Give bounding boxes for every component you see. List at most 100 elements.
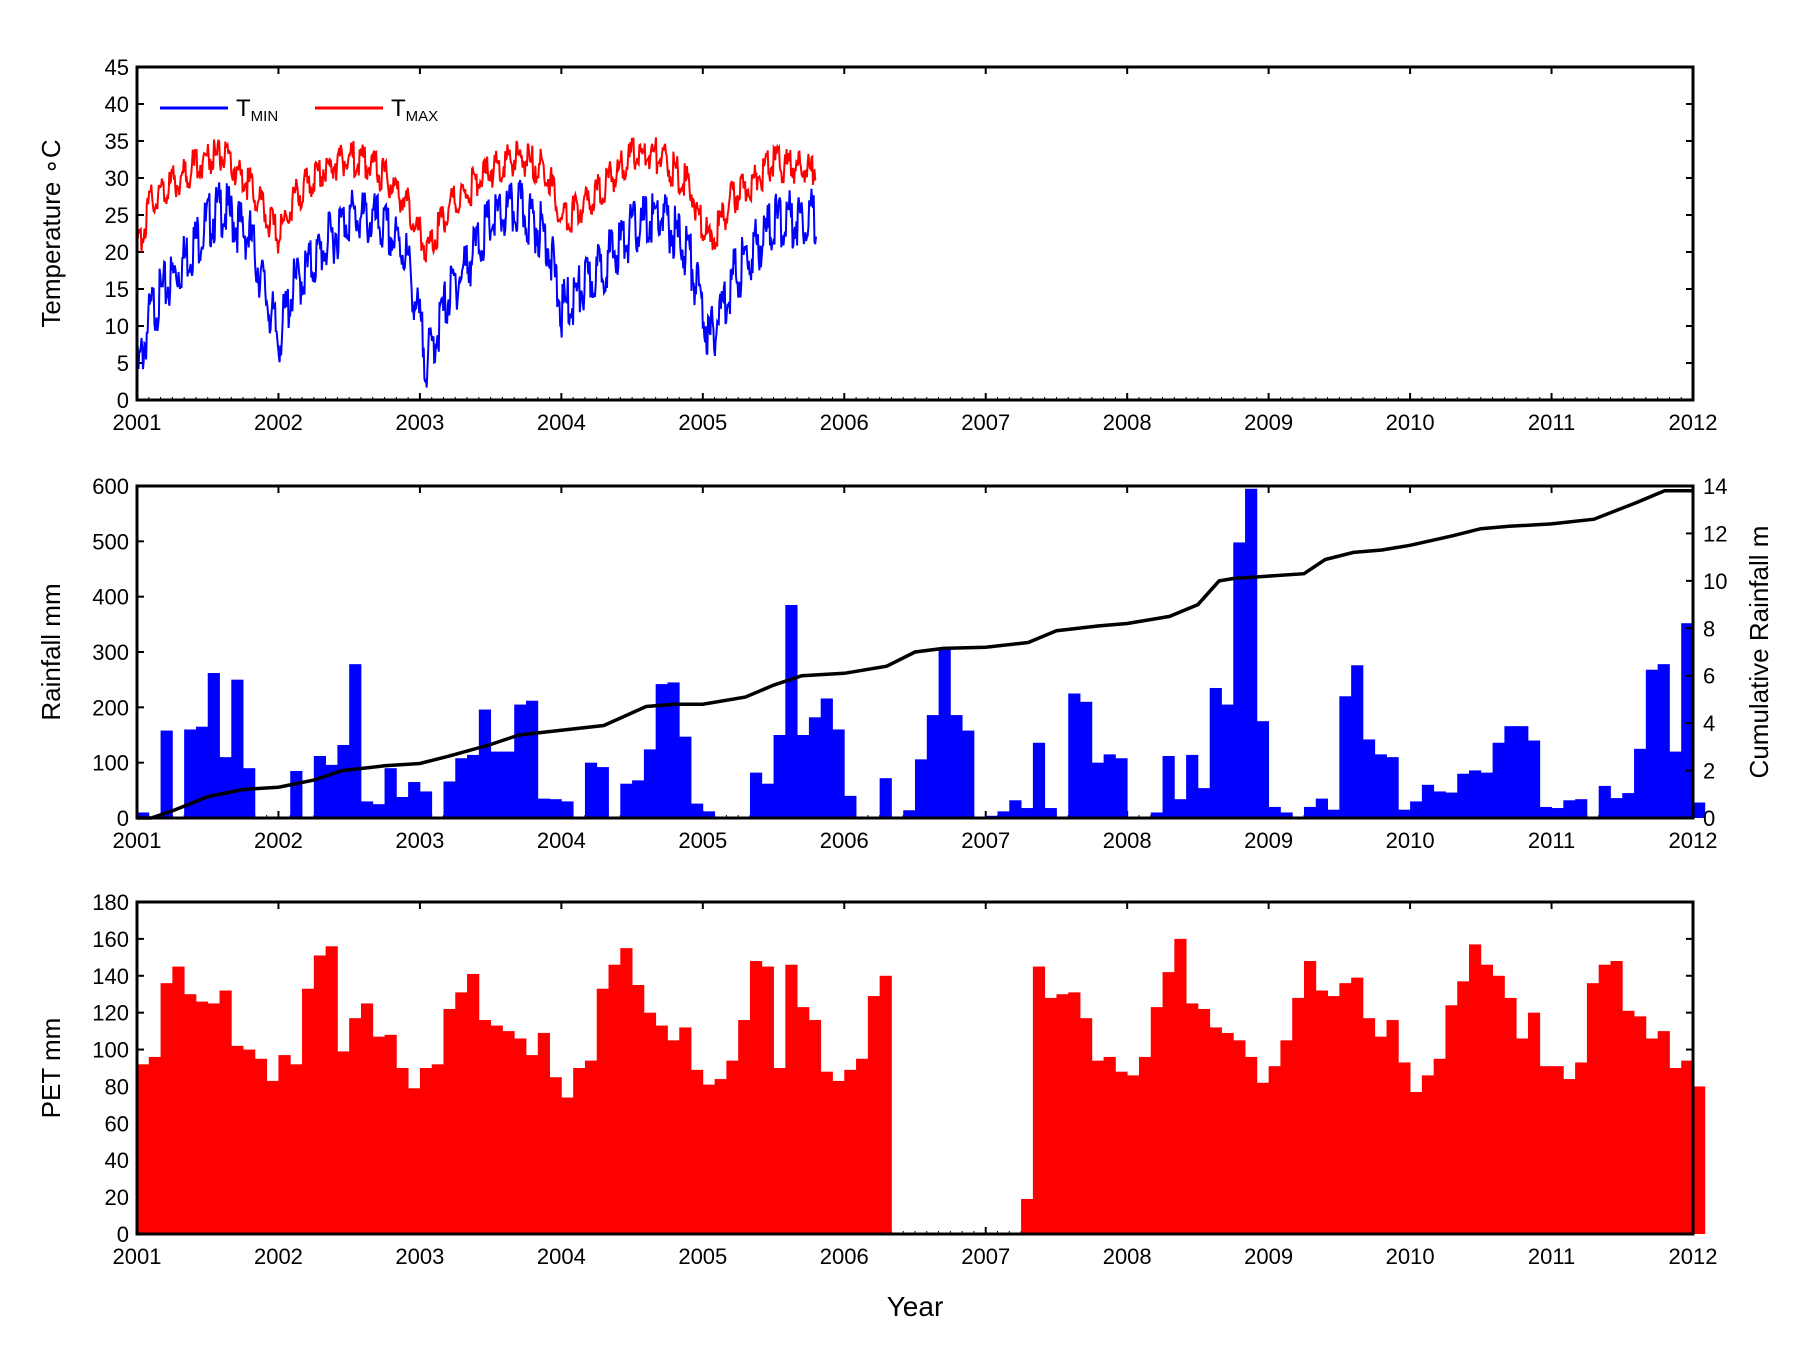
pet-bar [856,1058,869,1234]
pet-bar [372,1036,385,1234]
y-tick-label: 160 [92,927,129,952]
y-tick-label: 600 [92,474,129,499]
plot-frame [135,65,1695,402]
series-line-tmax [136,137,817,263]
rain-bar [1304,806,1317,818]
y-tick-label: 120 [92,1001,129,1026]
pet-bar [254,1058,268,1234]
pet-bar [867,996,881,1234]
rain-bar [1457,773,1470,818]
x-tick-label: 2005 [678,828,727,853]
y-axis-label: Temperature ∘C [36,139,66,327]
rain-bar [1233,542,1246,818]
pet-bar [820,1071,833,1234]
y-axis-label: Rainfall mm [36,583,66,720]
rain-bar [1433,791,1446,818]
rain-bar [1280,812,1293,818]
pet-bar [1433,1058,1446,1234]
rain-bar [773,735,786,818]
y-tick-label: 500 [92,529,129,554]
rain-bar [1068,693,1081,818]
pet-bar [1268,1066,1281,1234]
pet-bar [1221,1032,1234,1234]
rain-bar [915,759,928,818]
pet-bar [419,1068,433,1234]
y-tick-label: 35 [105,129,129,154]
pet-bar [195,1001,209,1234]
x-tick-label: 2011 [1528,410,1575,435]
y-tick-label: 80 [105,1074,129,1099]
pet-bar [691,1069,704,1234]
rain-bar [1693,802,1706,818]
pet-bar [302,988,315,1234]
rain-bar [1563,800,1576,818]
pet-bar [573,1068,586,1234]
pet-bar [184,994,197,1234]
pet-bar [1516,1038,1529,1234]
pet-bar [1138,1056,1152,1234]
rain-bar [243,768,256,818]
x-tick-label: 2001 [113,410,162,435]
x-tick-label: 2001 [113,828,162,853]
pet-bar [1292,997,1305,1234]
pet-bar [797,1007,810,1234]
rain-bar [1480,772,1494,818]
pet-bar [396,1068,409,1234]
y2-tick-label: 12 [1703,521,1727,546]
pet-bar [349,1018,362,1234]
y-tick-label: 100 [92,1038,129,1063]
x-tick-label: 2010 [1386,1244,1435,1269]
pet-bar [207,1003,220,1234]
cumulative-rainfall-line [137,488,1693,820]
pet-bar [1657,1031,1670,1234]
pet-bar [1339,983,1352,1234]
pet-bar [1162,972,1175,1234]
rain-bar [478,709,492,818]
pet-bar [749,961,763,1234]
pet-bar [1563,1079,1576,1234]
rain-bar [502,751,515,818]
pet-bar [761,966,774,1234]
y-tick-label: 20 [105,240,129,265]
rain-bar [195,726,209,818]
pet-bar [879,975,892,1234]
y-tick-label: 200 [92,695,129,720]
rain-bar [490,751,503,818]
y-tick-label: 20 [105,1185,129,1210]
x-axis-label: Year [887,1291,944,1322]
rain-bar [537,798,550,818]
rain-bar [219,757,232,818]
pet-bar [313,955,327,1234]
y-tick-label: 300 [92,640,129,665]
pet-bar [1021,1198,1034,1234]
pet-bar [290,1064,303,1234]
rain-bar [349,664,362,818]
pet-bar [431,1064,444,1234]
pet-bar [526,1055,539,1234]
x-tick-label: 2004 [537,410,586,435]
pet-bar [1527,1012,1541,1234]
rain-bar [1598,785,1611,818]
rain-bar [1009,800,1022,818]
x-tick-label: 2002 [254,828,303,853]
pet-bar [785,964,798,1234]
pet-bar [1539,1066,1552,1234]
pet-bar [702,1084,716,1234]
rain-bar [785,604,798,818]
pet-bar [1504,997,1517,1234]
pet-bar [808,1020,822,1234]
pet-bar [478,1020,492,1234]
x-tick-label: 2008 [1103,828,1152,853]
legend-label: TMIN [236,95,278,125]
x-tick-label: 2003 [395,828,444,853]
pet-bar [1669,1068,1682,1234]
rain-bar [526,700,539,818]
rain-bar [337,744,350,818]
pet-bar [1362,1018,1376,1234]
pet-bar [1103,1056,1116,1234]
pet-bar [1492,975,1505,1234]
rain-bar [950,715,963,818]
rain-bar [1044,808,1057,818]
rain-bar [1410,801,1423,818]
pet-bar [1681,1060,1694,1234]
